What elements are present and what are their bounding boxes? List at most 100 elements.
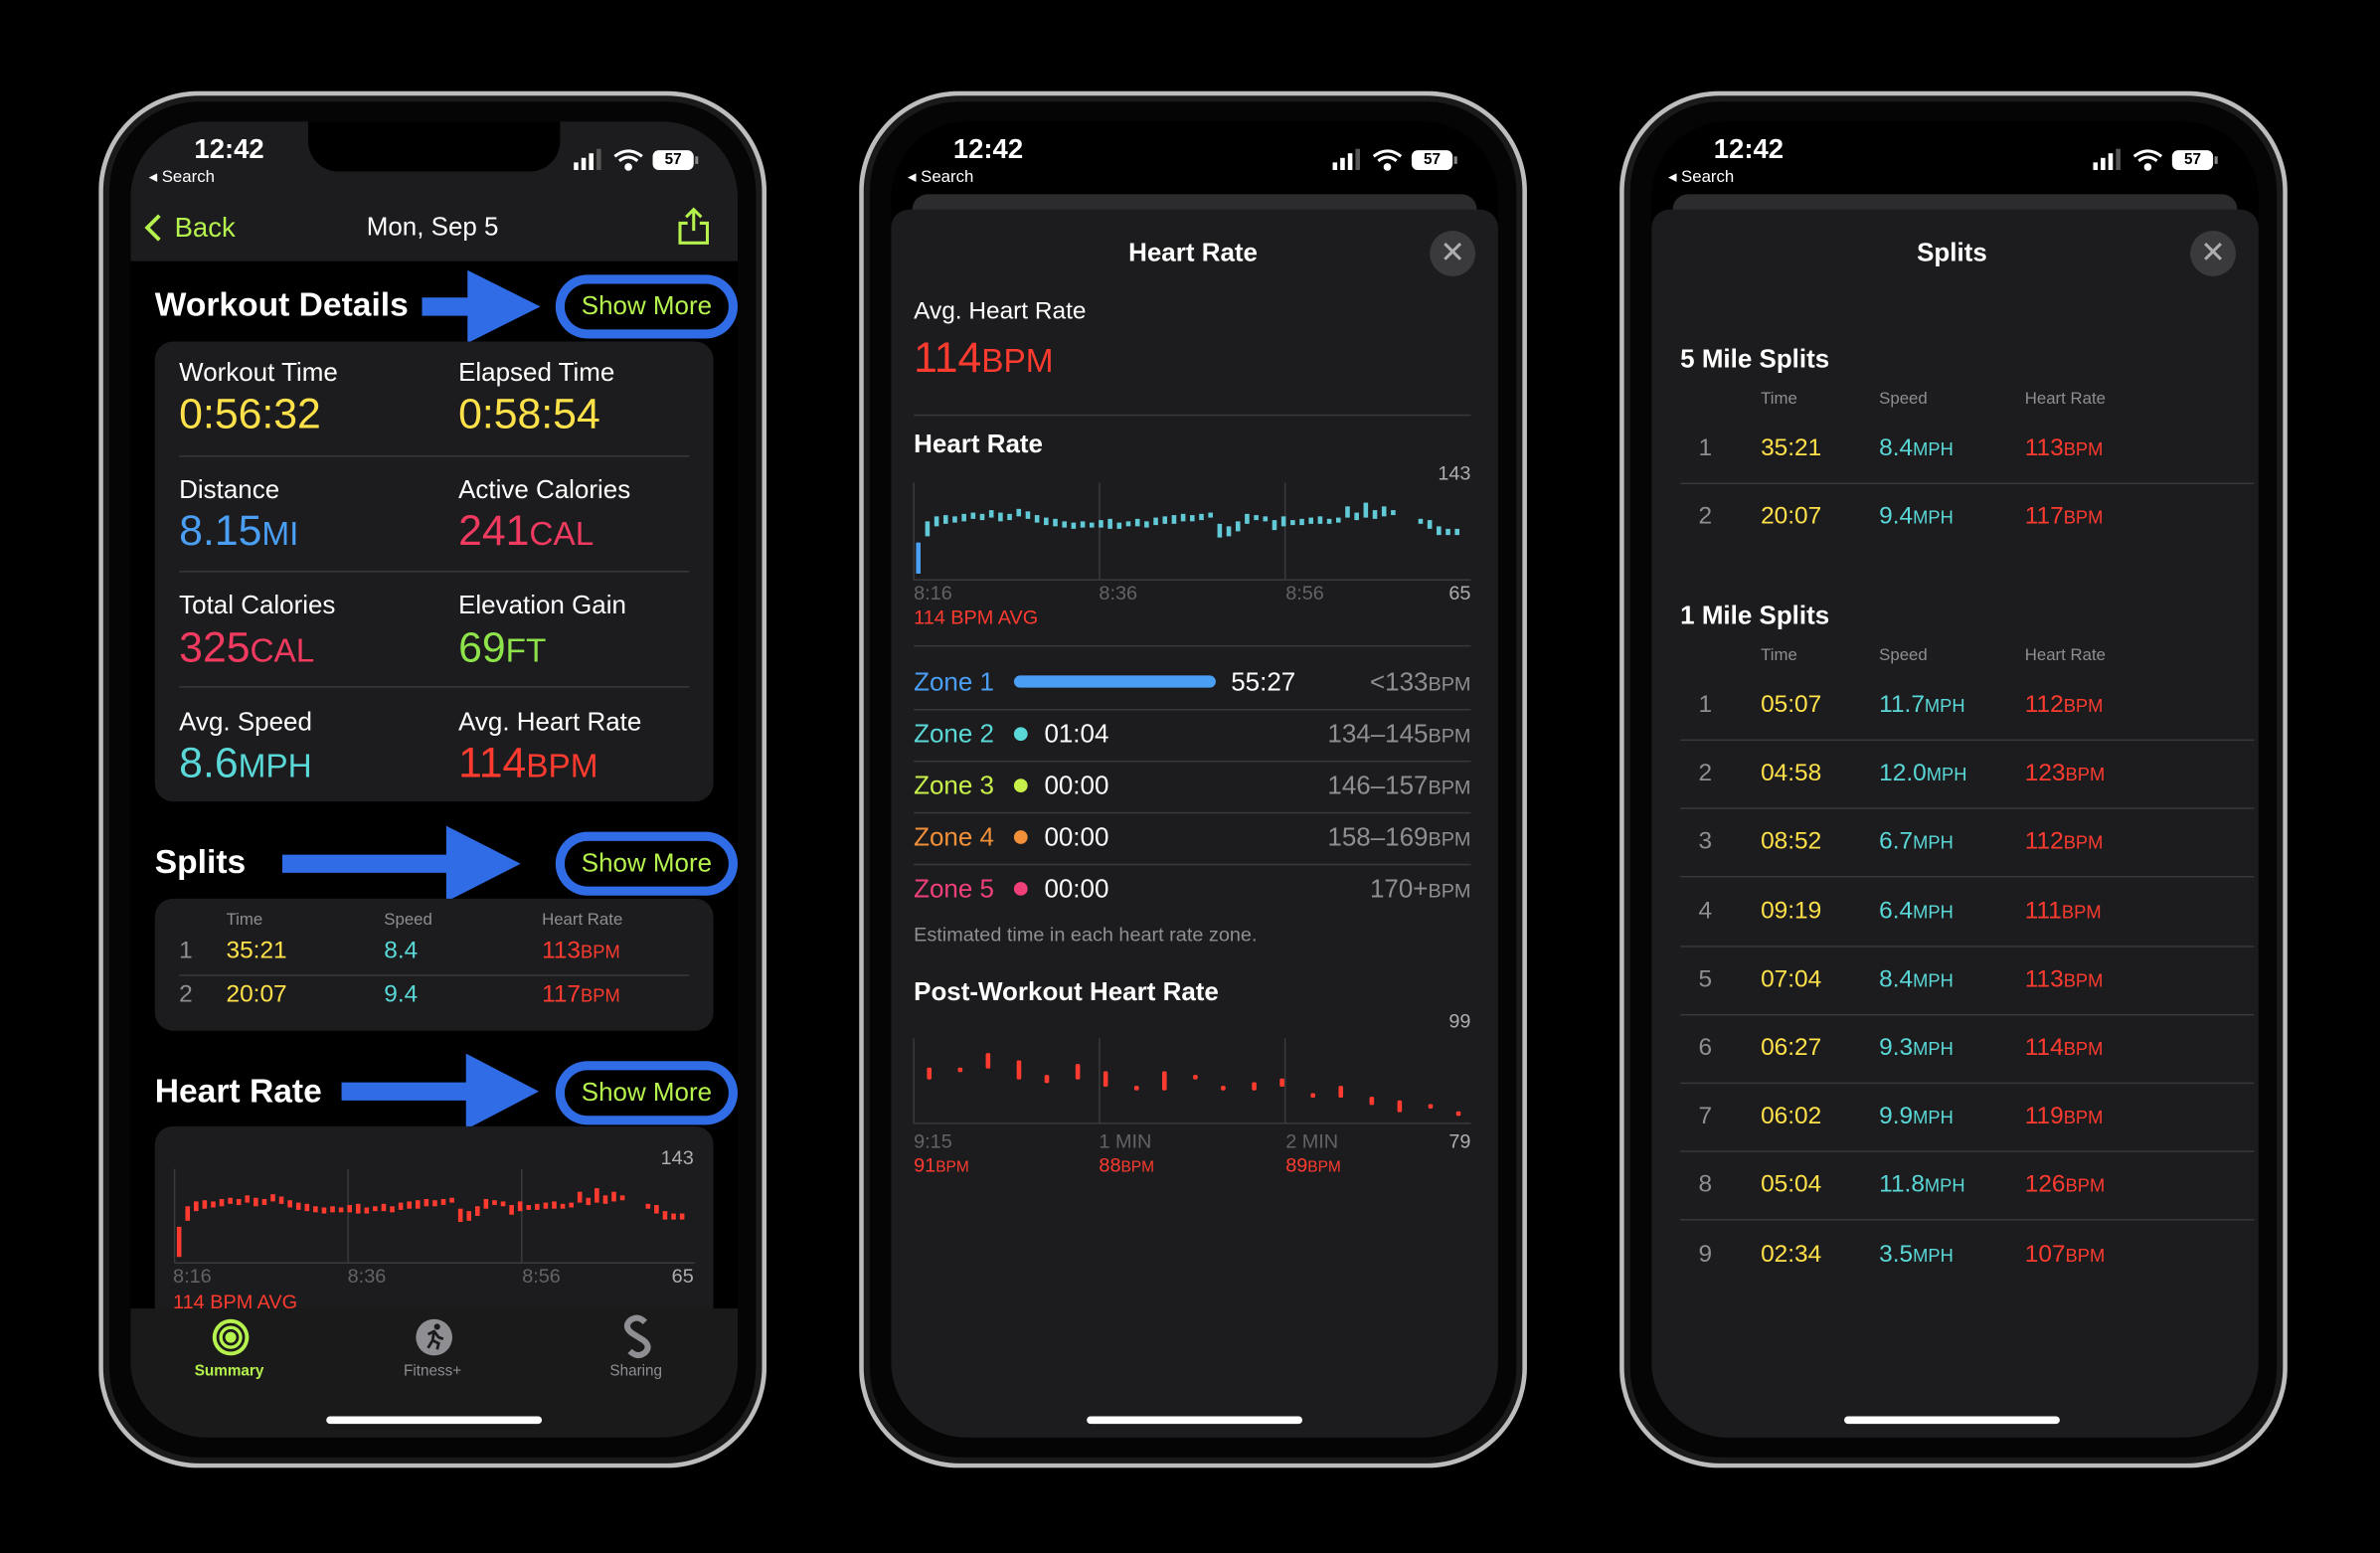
- split-speed: 11.7MPH: [1879, 693, 1964, 718]
- close-button[interactable]: ✕: [1430, 231, 1476, 276]
- split-index: 4: [1698, 898, 1713, 925]
- hr-x-label: 8:16: [914, 581, 952, 604]
- heart-rate-bar: [236, 1198, 242, 1206]
- split-time: 07:04: [1761, 966, 1822, 993]
- workout-details-show-more-button[interactable]: Show More: [555, 274, 739, 339]
- metric-value: 0:56:32: [179, 393, 321, 435]
- col-header-time: Time: [226, 911, 263, 930]
- divider: [914, 414, 1471, 417]
- heart-rate-bar: [321, 1207, 327, 1214]
- metric-value: 8.6MPH: [179, 742, 312, 785]
- post-workout-title: Post-Workout Heart Rate: [914, 977, 1219, 1007]
- col-header: Heart Rate: [2024, 646, 2106, 665]
- zone-dot-icon: [1013, 830, 1028, 844]
- zone-progress-bar: [1013, 675, 1216, 688]
- heart-rate-bar: [1272, 520, 1277, 531]
- post-workout-bar: [1455, 1111, 1461, 1117]
- metric-value: 0:58:54: [458, 393, 600, 435]
- heart-rate-bar: [569, 1202, 574, 1208]
- value: 170+: [1369, 874, 1429, 904]
- split-index: 9: [1698, 1241, 1713, 1268]
- zone-range: 158–169BPM: [1214, 824, 1470, 850]
- heart-rate-bar: [1235, 521, 1241, 532]
- home-indicator[interactable]: [326, 1416, 543, 1425]
- tab-sharing[interactable]: Sharing: [576, 1314, 697, 1390]
- heart-rate-bar: [1071, 522, 1077, 529]
- heart-rate-bar: [500, 1201, 506, 1207]
- value: 0:56:32: [179, 390, 321, 437]
- heart-rate-bar: [1199, 513, 1204, 521]
- heart-rate-bar: [1437, 526, 1442, 536]
- value: 134–145: [1327, 719, 1429, 749]
- divider: [179, 974, 690, 976]
- post-workout-bar: [1338, 1086, 1344, 1099]
- unit: BPM: [981, 341, 1054, 380]
- heart-rate-bar: [952, 516, 957, 523]
- unit: MPH: [1913, 1038, 1954, 1060]
- home-indicator[interactable]: [1844, 1416, 2060, 1425]
- post-workout-bar: [1310, 1093, 1315, 1099]
- share-icon[interactable]: [677, 207, 711, 247]
- unit: BPM: [2063, 832, 2104, 854]
- heart-rate-bar: [1180, 513, 1186, 522]
- split-heart-rate: 117BPM: [542, 983, 620, 1007]
- col-header-speed: Speed: [384, 911, 432, 930]
- battery-level: 57: [664, 151, 682, 169]
- split-heart-rate: 114BPM: [2025, 1036, 2104, 1061]
- heart-rate-bar: [347, 1205, 352, 1213]
- hr-x-label: 8:16: [173, 1264, 212, 1288]
- split-speed: 6.7MPH: [1879, 830, 1954, 855]
- heart-rate-bar: [1062, 521, 1067, 528]
- hr-max-label: 143: [1438, 461, 1471, 485]
- status-icons: [1332, 148, 1457, 171]
- back-to-search-link[interactable]: ◂ Search: [1667, 168, 1735, 187]
- heart-rate-bar: [1025, 511, 1031, 519]
- tab-fitness-plus[interactable]: Fitness+: [372, 1314, 493, 1390]
- chevron-left-icon[interactable]: [143, 213, 164, 244]
- split-speed: 8.4MPH: [1879, 436, 1954, 461]
- heart-rate-bar: [407, 1201, 412, 1209]
- post-workout-bar: [1133, 1086, 1139, 1091]
- zone-time: 01:04: [1044, 719, 1109, 749]
- annotation-arrow: [422, 269, 541, 344]
- home-indicator[interactable]: [1087, 1416, 1302, 1425]
- col-header: Speed: [1879, 390, 1928, 409]
- value: 113: [542, 938, 582, 964]
- back-to-search-link[interactable]: ◂ Search: [908, 168, 974, 187]
- split-speed: 12.0MPH: [1879, 762, 1966, 786]
- divider: [914, 709, 1471, 711]
- split-time: 35:21: [226, 938, 287, 964]
- unit: BPM: [2063, 1107, 2104, 1128]
- divider: [179, 455, 690, 457]
- metric-value: 8.15MI: [179, 509, 298, 553]
- heart-rate-show-more-button[interactable]: Show More: [555, 1061, 739, 1125]
- post-workout-bar: [1428, 1104, 1434, 1110]
- heart-rate-bar: [415, 1200, 421, 1209]
- split-speed: 11.8MPH: [1879, 1173, 1964, 1198]
- heart-rate-bar: [1299, 518, 1304, 526]
- value: 117: [542, 981, 582, 1008]
- splits-show-more-button[interactable]: Show More: [555, 831, 739, 896]
- value: 126: [2024, 1172, 2066, 1199]
- heart-rate-bar: [1226, 526, 1232, 537]
- unit: BPM: [526, 747, 598, 785]
- wifi-icon: [613, 149, 643, 171]
- heart-rate-bar: [483, 1198, 489, 1209]
- zone-name: Zone 3: [914, 771, 994, 800]
- split-time: 08:52: [1761, 829, 1822, 856]
- unit: FT: [505, 631, 547, 670]
- back-button[interactable]: Back: [174, 212, 236, 244]
- back-to-search-link[interactable]: ◂ Search: [148, 168, 215, 187]
- heart-rate-bar: [560, 1203, 566, 1209]
- value: 146–157: [1327, 771, 1429, 800]
- close-button[interactable]: ✕: [2190, 231, 2236, 276]
- tab-summary[interactable]: Summary: [168, 1314, 289, 1390]
- value: 113: [2024, 966, 2064, 993]
- unit: BPM: [2063, 438, 2104, 460]
- post-value: 88BPM: [1099, 1153, 1155, 1177]
- heart-rate-bar: [1116, 522, 1122, 529]
- status-icons: [2093, 148, 2218, 171]
- heart-rate-bar: [1007, 513, 1012, 521]
- post-workout-bar: [1044, 1075, 1050, 1084]
- divider: [914, 760, 1471, 763]
